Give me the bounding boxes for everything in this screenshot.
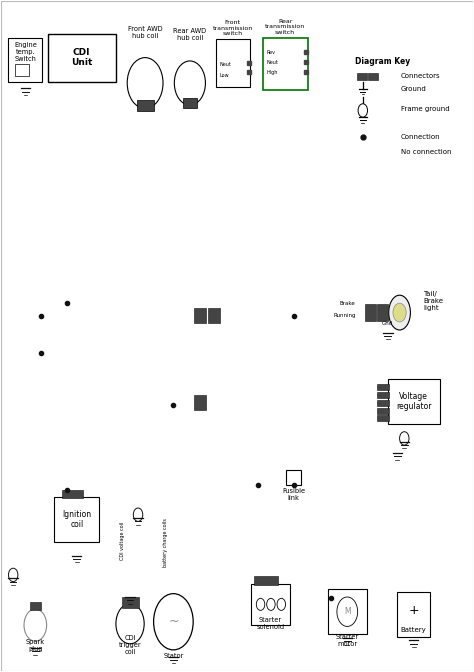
Text: Connection: Connection	[401, 134, 440, 140]
Text: CDI
Unit: CDI Unit	[71, 48, 92, 67]
Text: Neut: Neut	[219, 62, 231, 67]
Bar	[377, 408, 389, 414]
Bar	[286, 470, 301, 485]
Text: Rev: Rev	[266, 50, 275, 54]
Text: CDI
trigger
coil: CDI trigger coil	[118, 635, 141, 655]
Text: No connection: No connection	[401, 149, 451, 155]
Circle shape	[154, 593, 193, 650]
Text: Rear
transmission
switch: Rear transmission switch	[265, 19, 305, 35]
Text: Starter
motor: Starter motor	[336, 634, 359, 648]
Bar	[194, 308, 206, 323]
Ellipse shape	[389, 295, 410, 330]
Bar	[377, 392, 389, 398]
Text: +: +	[409, 604, 419, 617]
Circle shape	[127, 58, 163, 108]
Text: Rear AWD
hub coil: Rear AWD hub coil	[173, 28, 207, 42]
Text: Ground: Ground	[401, 86, 426, 92]
Text: Front AWD
hub coil: Front AWD hub coil	[128, 26, 163, 39]
Text: Front
transmission
switch: Front transmission switch	[213, 20, 253, 36]
Bar	[251, 583, 290, 625]
Bar	[328, 589, 366, 634]
Circle shape	[24, 609, 46, 641]
Text: Diagram Key: Diagram Key	[356, 57, 410, 66]
Circle shape	[133, 508, 143, 521]
Text: Battery: Battery	[401, 628, 427, 634]
Text: Low: Low	[219, 73, 229, 77]
Bar	[62, 490, 83, 498]
Text: Engine
temp.
Switch: Engine temp. Switch	[14, 42, 37, 62]
Bar	[357, 73, 366, 80]
Text: Starter
solenoid: Starter solenoid	[256, 617, 284, 630]
Bar	[30, 602, 41, 610]
Circle shape	[358, 103, 367, 117]
Text: High: High	[266, 71, 278, 75]
Text: Ignition
coil: Ignition coil	[62, 509, 91, 529]
Bar	[388, 379, 439, 424]
Circle shape	[393, 303, 406, 322]
Bar	[47, 34, 116, 82]
Circle shape	[337, 597, 357, 626]
Text: Frame ground: Frame ground	[401, 106, 449, 112]
Bar	[397, 591, 430, 637]
Circle shape	[174, 61, 205, 105]
Bar	[183, 97, 197, 108]
Text: Spark
plug: Spark plug	[26, 638, 45, 652]
Bar	[137, 99, 154, 111]
Circle shape	[9, 569, 18, 581]
Text: CDI voltage coil: CDI voltage coil	[120, 522, 125, 560]
Bar	[121, 597, 139, 607]
Circle shape	[277, 598, 285, 610]
Circle shape	[256, 598, 265, 610]
Text: Neut: Neut	[266, 60, 278, 65]
Bar	[194, 395, 206, 410]
Circle shape	[400, 431, 409, 445]
Text: Voltage
regulator: Voltage regulator	[396, 392, 431, 411]
Text: ~: ~	[168, 616, 179, 628]
Text: Running: Running	[333, 313, 356, 319]
Bar	[377, 304, 388, 321]
Text: Tail/
Brake
light: Tail/ Brake light	[423, 291, 443, 311]
Text: battery charge coils: battery charge coils	[163, 518, 168, 567]
Text: Brake: Brake	[340, 301, 356, 306]
Text: Gnd: Gnd	[382, 321, 393, 326]
Bar	[377, 401, 389, 407]
Circle shape	[116, 603, 144, 644]
Text: Stator: Stator	[163, 653, 183, 659]
Bar	[377, 415, 389, 421]
Bar	[216, 39, 250, 87]
Circle shape	[267, 598, 275, 610]
Bar	[15, 65, 29, 77]
Bar	[54, 497, 99, 542]
Text: Connectors: Connectors	[401, 73, 440, 79]
Bar	[9, 38, 42, 82]
Bar	[365, 304, 375, 321]
Bar	[255, 576, 278, 585]
Text: Fusible
link: Fusible link	[282, 488, 305, 501]
Bar	[377, 384, 389, 390]
Text: M: M	[344, 607, 351, 616]
Bar	[208, 308, 220, 323]
Bar	[263, 38, 308, 90]
Bar	[368, 73, 378, 80]
